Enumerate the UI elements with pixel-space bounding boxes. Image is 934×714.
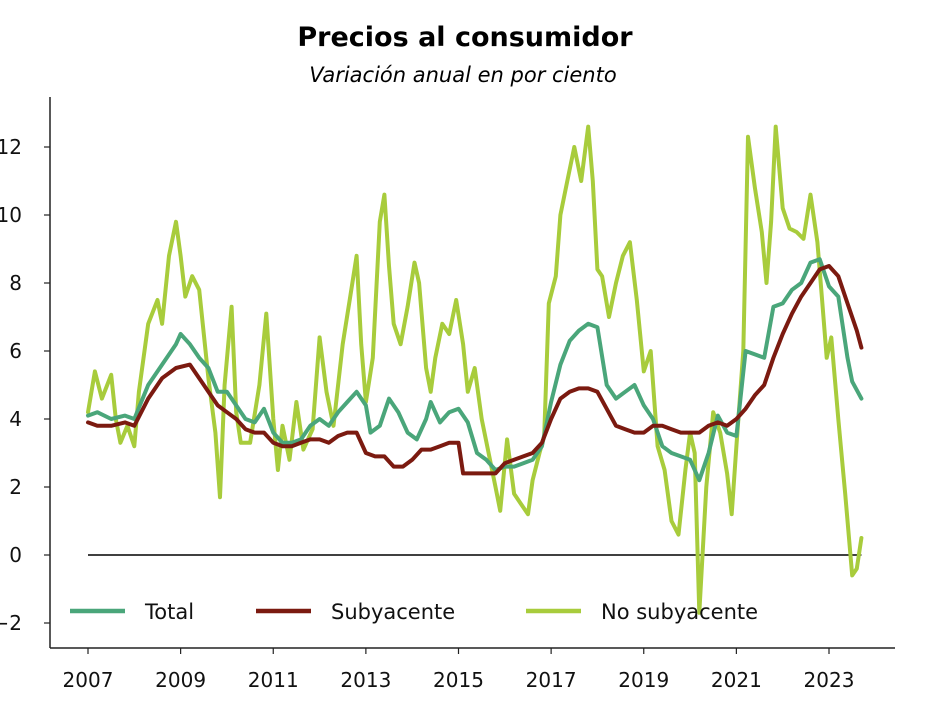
legend-item: Subyacente xyxy=(256,600,455,624)
y-tick-label: 10 xyxy=(0,203,22,227)
series-line-total xyxy=(86,257,864,483)
legend-label: Subyacente xyxy=(331,600,455,624)
y-tick-label: −2 xyxy=(0,611,22,635)
series-line-subyacente xyxy=(86,264,864,476)
y-tick-label: 4 xyxy=(9,407,22,431)
x-tick-label: 2023 xyxy=(804,668,855,692)
chart-title: Precios al consumidor xyxy=(297,22,633,53)
legend-item: No subyacente xyxy=(526,600,758,624)
y-tick-label: 2 xyxy=(9,475,22,499)
x-tick-label: 2017 xyxy=(526,668,577,692)
x-tick-label: 2015 xyxy=(433,668,484,692)
x-tick-label: 2021 xyxy=(711,668,762,692)
legend-item: Total xyxy=(70,600,194,624)
x-tick-label: 2007 xyxy=(63,668,114,692)
y-tick-label: 6 xyxy=(9,339,22,363)
y-tick-label: 8 xyxy=(9,271,22,295)
legend-label: No subyacente xyxy=(601,600,758,624)
x-tick-label: 2009 xyxy=(155,668,206,692)
plot-area xyxy=(86,124,864,615)
y-tick-label: 12 xyxy=(0,135,22,159)
x-tick-label: 2011 xyxy=(248,668,299,692)
x-tick-label: 2013 xyxy=(340,668,391,692)
x-tick-label: 2019 xyxy=(618,668,669,692)
legend-label: Total xyxy=(144,600,194,624)
chart-subtitle: Variación anual en por ciento xyxy=(309,63,616,87)
legend: Total Subyacente No subyacente xyxy=(70,600,758,624)
y-tick-label: 0 xyxy=(9,543,22,567)
axes: −2 0 2 4 6 8 10 12 2007 2009 2011 2013 2015 2017 2019 2… xyxy=(0,97,895,692)
